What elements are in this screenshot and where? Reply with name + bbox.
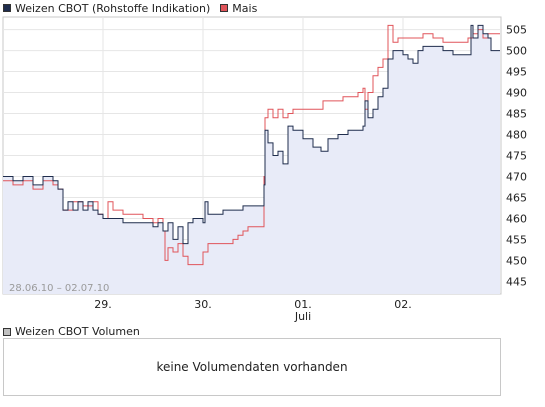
y-tick-label: 505	[506, 24, 527, 37]
y-tick-label: 460	[506, 212, 527, 225]
y-tick-label: 475	[506, 150, 527, 163]
x-tick-label: 01.	[294, 298, 312, 311]
date-range-label: 28.06.10 – 02.07.10	[9, 283, 109, 294]
y-tick-label: 455	[506, 233, 527, 246]
price-chart: 445450455460465470475480485490495500505 …	[2, 16, 527, 323]
chart-legend: Weizen CBOT (Rohstoffe Indikation) Mais	[3, 2, 267, 15]
y-tick-label: 445	[506, 275, 527, 288]
x-tick-label: 29.	[94, 298, 112, 311]
legend-label-weizen: Weizen CBOT (Rohstoffe Indikation)	[15, 1, 211, 15]
volume-empty-message: keine Volumendaten vorhanden	[156, 360, 348, 374]
y-tick-label: 465	[506, 191, 527, 204]
series-line-weizen	[3, 24, 500, 245]
y-tick-label: 490	[506, 87, 527, 100]
legend-item-mais: Mais	[220, 2, 257, 15]
legend-swatch-weizen	[3, 4, 11, 12]
legend-item-weizen: Weizen CBOT (Rohstoffe Indikation)	[3, 2, 210, 15]
volume-legend-label: Weizen CBOT Volumen	[15, 325, 140, 338]
y-axis: 445 450 455 460 465 470 475 480 485 490 495 500 505	[506, 24, 527, 289]
legend-swatch-mais	[220, 4, 229, 12]
volume-swatch	[3, 327, 11, 336]
y-tick-label: 495	[506, 66, 527, 79]
y-tick-label: 450	[506, 254, 527, 267]
line-layer	[3, 24, 500, 266]
y-tick-label: 500	[506, 45, 527, 58]
volume-panel: keine Volumendaten vorhanden	[3, 338, 501, 396]
area-layer	[3, 25, 500, 295]
x-tick-sublabel: Juli	[294, 310, 311, 323]
y-tick-label: 470	[506, 170, 527, 183]
x-axis: 29. 30. 01.Juli 02.	[94, 298, 412, 323]
series-area-weizen	[3, 25, 500, 295]
x-tick-label: 02.	[394, 298, 412, 311]
y-tick-label: 480	[506, 129, 527, 142]
volume-legend: Weizen CBOT Volumen	[3, 325, 140, 338]
legend-label-mais: Mais	[232, 1, 258, 15]
y-tick-label: 485	[506, 108, 527, 121]
x-tick-label: 30.	[194, 298, 212, 311]
